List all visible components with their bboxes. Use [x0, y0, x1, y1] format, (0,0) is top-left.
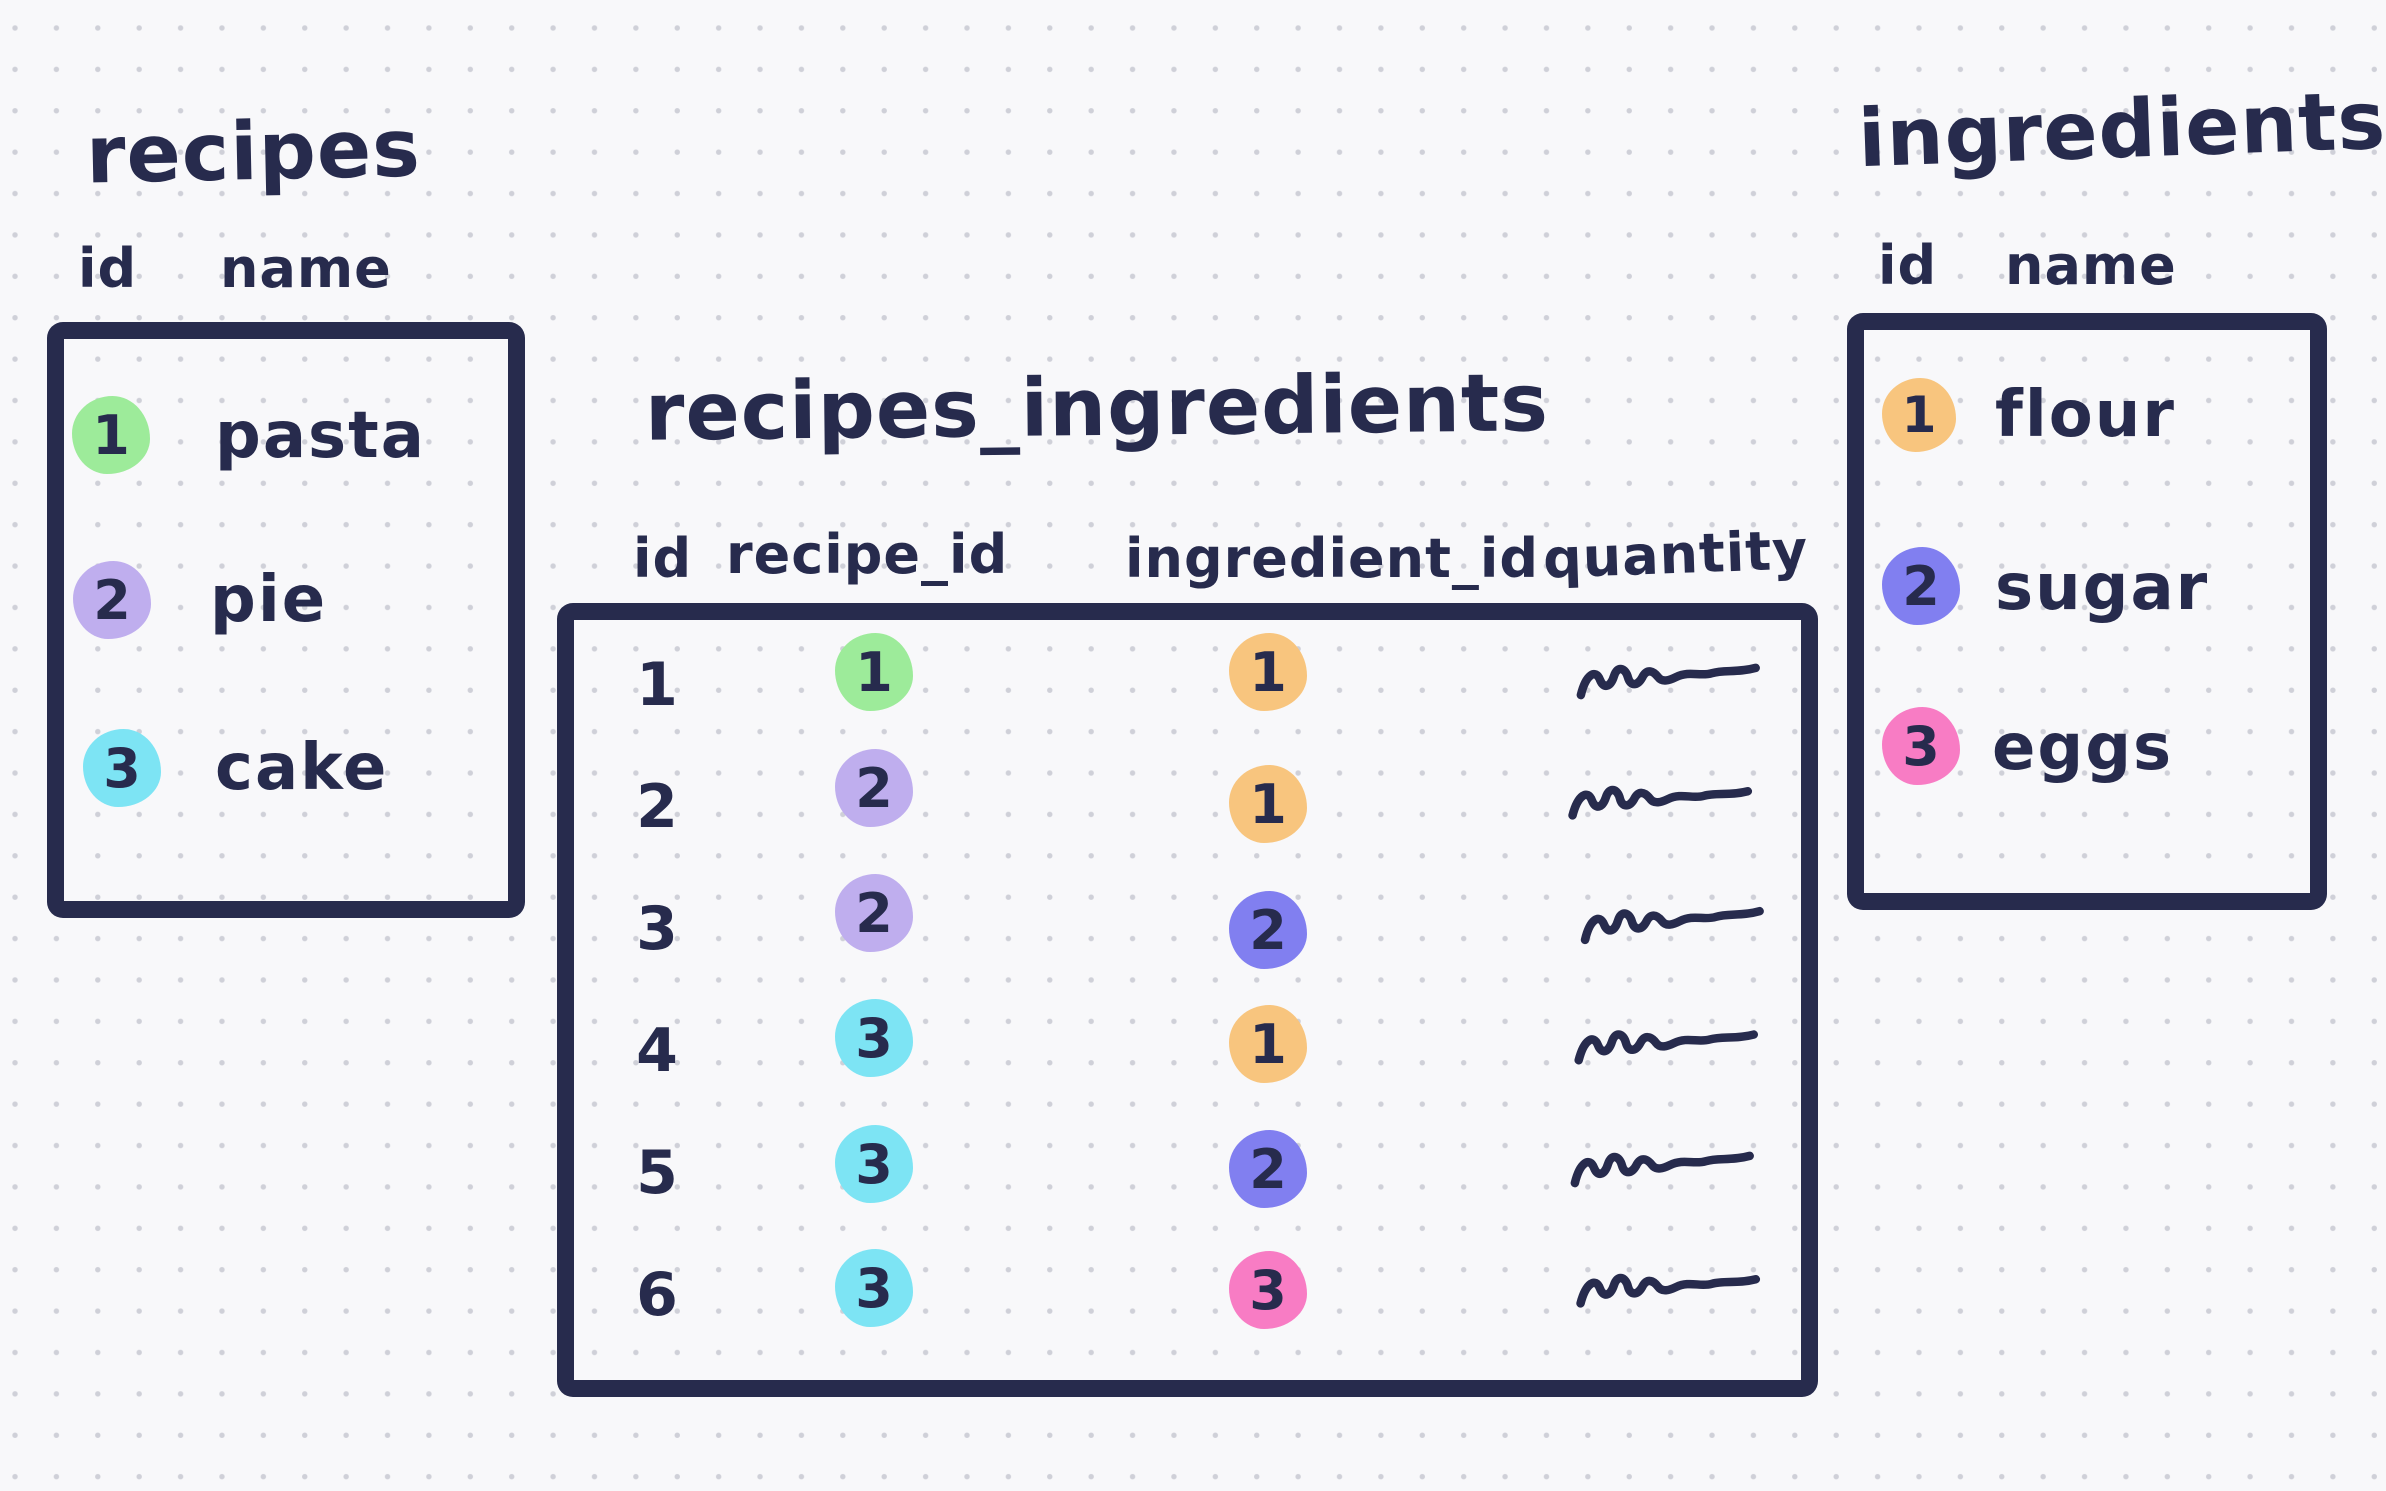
- ingredients-table-box: [1847, 313, 2327, 910]
- quantity-scribble: [1571, 889, 1792, 950]
- junction-id-column-header: id: [633, 527, 693, 590]
- junction-recipe-id-column-header: recipe_id: [726, 523, 1009, 586]
- junction-row2-ingredient-id-badge: 1: [1229, 765, 1307, 843]
- junction-row6-id: 6: [636, 1260, 678, 1330]
- ingredients-row2-id-badge: 2: [1882, 547, 1960, 625]
- ingredients-row3-id-badge: 3: [1882, 707, 1960, 785]
- ingredients-row3-name: eggs: [1992, 711, 2174, 785]
- recipes-row3-name: cake: [215, 731, 389, 805]
- recipes-row1-id-badge: 1: [72, 396, 150, 474]
- ingredients-name-column-header: name: [2005, 234, 2177, 297]
- junction-row1-ingredient-id-badge: 1: [1229, 633, 1307, 711]
- junction-quantity-column-header: quantity: [1541, 518, 1810, 591]
- ingredients-table-title: ingredients: [1856, 73, 2386, 186]
- junction-row6-ingredient-id-badge: 3: [1229, 1251, 1307, 1329]
- ingredients-id-column-header: id: [1878, 234, 1938, 297]
- junction-row5-ingredient-id-badge: 2: [1229, 1130, 1307, 1208]
- junction-row4-recipe-id-badge: 3: [835, 999, 913, 1077]
- junction-row3-id: 3: [636, 894, 678, 964]
- quantity-scribble: [1559, 770, 1779, 826]
- recipes-ingredients-table-title: recipes_ingredients: [644, 356, 1550, 459]
- junction-row2-id: 2: [636, 772, 678, 842]
- recipes-row3-id-badge: 3: [83, 729, 161, 807]
- junction-row5-id: 5: [636, 1138, 678, 1208]
- junction-row6-recipe-id-badge: 3: [835, 1249, 913, 1327]
- junction-ingredient-id-column-header: ingredient_id: [1125, 527, 1540, 590]
- ingredients-row1-id-badge: 1: [1882, 378, 1956, 452]
- quantity-scribble: [1567, 646, 1787, 705]
- ingredients-row2-name: sugar: [1995, 551, 2210, 625]
- recipes-id-column-header: id: [78, 237, 138, 300]
- recipes-table-box: [47, 322, 525, 918]
- recipes-table-title: recipes: [85, 101, 422, 202]
- recipes-name-column-header: name: [220, 237, 392, 300]
- junction-row5-recipe-id-badge: 3: [835, 1125, 913, 1203]
- junction-row3-recipe-id-badge: 2: [835, 874, 913, 952]
- recipes-row2-id-badge: 2: [73, 561, 151, 639]
- recipes-row2-name: pie: [210, 563, 328, 637]
- junction-row1-id: 1: [636, 650, 678, 720]
- quantity-scribble: [1565, 1013, 1785, 1070]
- junction-row1-recipe-id-badge: 1: [835, 633, 913, 711]
- junction-row4-id: 4: [636, 1016, 678, 1086]
- quantity-scribble: [1561, 1134, 1781, 1193]
- junction-table-box: [557, 603, 1818, 1397]
- ingredients-row1-name: flour: [1995, 378, 2176, 452]
- quantity-scribble: [1567, 1258, 1787, 1314]
- junction-row3-ingredient-id-badge: 2: [1229, 891, 1307, 969]
- junction-row4-ingredient-id-badge: 1: [1229, 1005, 1307, 1083]
- junction-row2-recipe-id-badge: 2: [835, 749, 913, 827]
- recipes-row1-name: pasta: [215, 399, 426, 473]
